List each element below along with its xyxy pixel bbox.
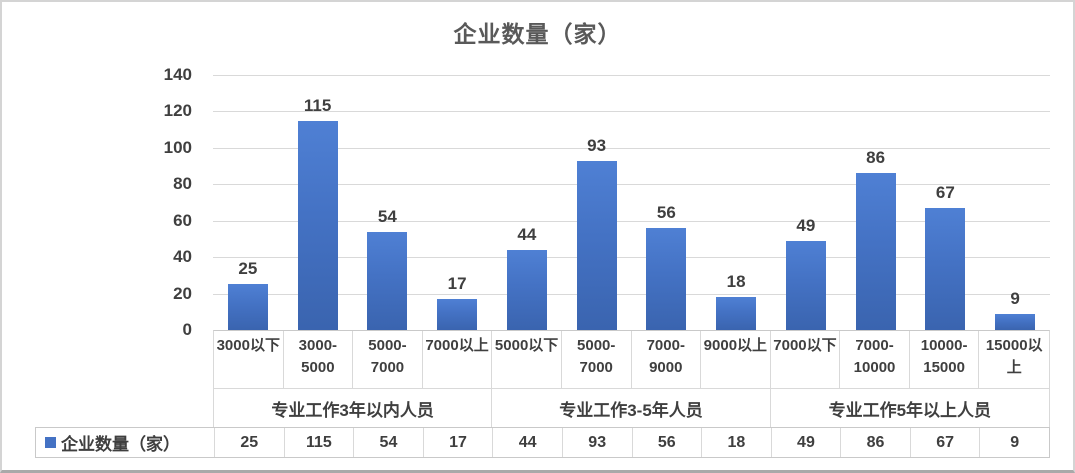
bar — [995, 314, 1036, 330]
table-value-cell: 17 — [422, 428, 493, 457]
gridline — [213, 111, 1050, 113]
bar-slot: 56 — [632, 75, 702, 330]
y-axis: 0 20 40 60 80 100 120 140 — [2, 65, 192, 339]
table-value-cell: 9 — [979, 428, 1049, 457]
category-label: 5000-7000 — [353, 331, 423, 388]
table-value-cell: 93 — [561, 428, 632, 457]
bar-data-label: 9 — [1010, 289, 1020, 308]
bar — [576, 161, 617, 330]
bar-slot: 9 — [980, 75, 1050, 330]
table-value-cell: 115 — [283, 428, 354, 457]
y-axis-tick-label: 120 — [163, 101, 192, 121]
y-axis-tick-label: 140 — [163, 65, 192, 84]
y-axis-tick-label: 80 — [173, 174, 192, 194]
bar-data-label: 56 — [656, 203, 676, 222]
category-label: 15000以上 — [985, 337, 1043, 376]
bar-data-label: 86 — [866, 148, 886, 167]
y-axis-tick-label: 0 — [182, 320, 192, 339]
table-value-cell: 86 — [840, 428, 910, 457]
bar-data-label: 67 — [935, 183, 955, 202]
bar-data-label: 18 — [726, 272, 746, 291]
legend-cell: 企业数量（家） — [36, 428, 214, 457]
category-axis: 3000以下 3000-5000 5000-7000 7000以上 5000以下 5000… — [213, 330, 1050, 428]
gridline — [213, 257, 1050, 259]
category-label: 3000以下 — [214, 331, 284, 388]
category-label: 10000-15000 — [910, 331, 980, 388]
bar-slot: 67 — [911, 75, 981, 330]
group-label: 专业工作3年以内人员 — [214, 388, 493, 428]
category-label: 5000以下 — [492, 331, 562, 388]
bars-container: 25 115 54 17 44 93 56 18 49 86 67 9 — [213, 75, 1050, 330]
bar-data-label: 49 — [796, 216, 816, 235]
table-value-cell: 44 — [492, 428, 562, 457]
bar — [925, 208, 966, 330]
gridline — [213, 184, 1050, 186]
y-axis-tick-label: 40 — [173, 247, 192, 267]
legend-label: 企业数量（家） — [61, 435, 180, 454]
bar — [855, 173, 896, 330]
category-label: 7000以上 — [423, 331, 493, 388]
bar-slot: 18 — [701, 75, 771, 330]
bar-slot: 115 — [283, 75, 353, 330]
bar — [716, 297, 757, 330]
bar — [646, 228, 687, 330]
bar — [506, 250, 547, 330]
table-value-cell: 18 — [701, 428, 771, 457]
table-value-cell: 67 — [909, 428, 980, 457]
bar-slot: 93 — [562, 75, 632, 330]
table-value-cell: 56 — [631, 428, 702, 457]
bar-data-label: 25 — [238, 259, 258, 278]
y-axis-tick-label: 100 — [163, 137, 192, 157]
bar-data-label: 93 — [587, 136, 607, 155]
gridline — [213, 75, 1050, 76]
bar — [785, 241, 826, 330]
table-value-cell: 25 — [214, 428, 284, 457]
bar — [437, 299, 478, 330]
bar-data-label: 54 — [377, 207, 397, 226]
data-table: 企业数量（家） 25 115 54 17 44 93 56 18 49 86 67 9 — [35, 427, 1050, 458]
plot-area: 25 115 54 17 44 93 56 18 49 86 67 9 — [213, 75, 1050, 330]
bar — [297, 121, 338, 330]
bar-slot: 25 — [213, 75, 283, 330]
bar-slot: 44 — [492, 75, 562, 330]
table-value-cell: 54 — [353, 428, 423, 457]
chart-title: 企业数量（家） — [453, 21, 622, 47]
bar-slot: 86 — [841, 75, 911, 330]
group-label: 专业工作5年以上人员 — [770, 388, 1049, 428]
bar-data-label: 44 — [517, 225, 537, 244]
bar-slot: 17 — [422, 75, 492, 330]
gridline — [213, 147, 1050, 149]
y-axis-tick-label: 60 — [173, 210, 192, 230]
category-label: 7000以下 — [771, 331, 841, 388]
bar-slot: 54 — [353, 75, 423, 330]
table-value-cell: 49 — [770, 428, 841, 457]
category-label: 9000以上 — [701, 331, 771, 388]
gridline — [213, 220, 1050, 222]
category-label: 3000-5000 — [284, 331, 354, 388]
bar — [367, 232, 408, 330]
y-axis-tick-label: 20 — [173, 283, 192, 303]
bar-data-label: 17 — [447, 274, 467, 293]
category-label: 7000-9000 — [632, 331, 702, 388]
bar — [227, 284, 268, 330]
category-label: 5000-7000 — [562, 331, 632, 388]
category-label: 7000-10000 — [840, 331, 910, 388]
bar-slot: 49 — [771, 75, 841, 330]
gridline — [213, 293, 1050, 295]
bar-data-label: 115 — [303, 96, 332, 115]
group-label: 专业工作3-5年人员 — [492, 388, 771, 428]
legend-color-swatch — [45, 437, 56, 448]
